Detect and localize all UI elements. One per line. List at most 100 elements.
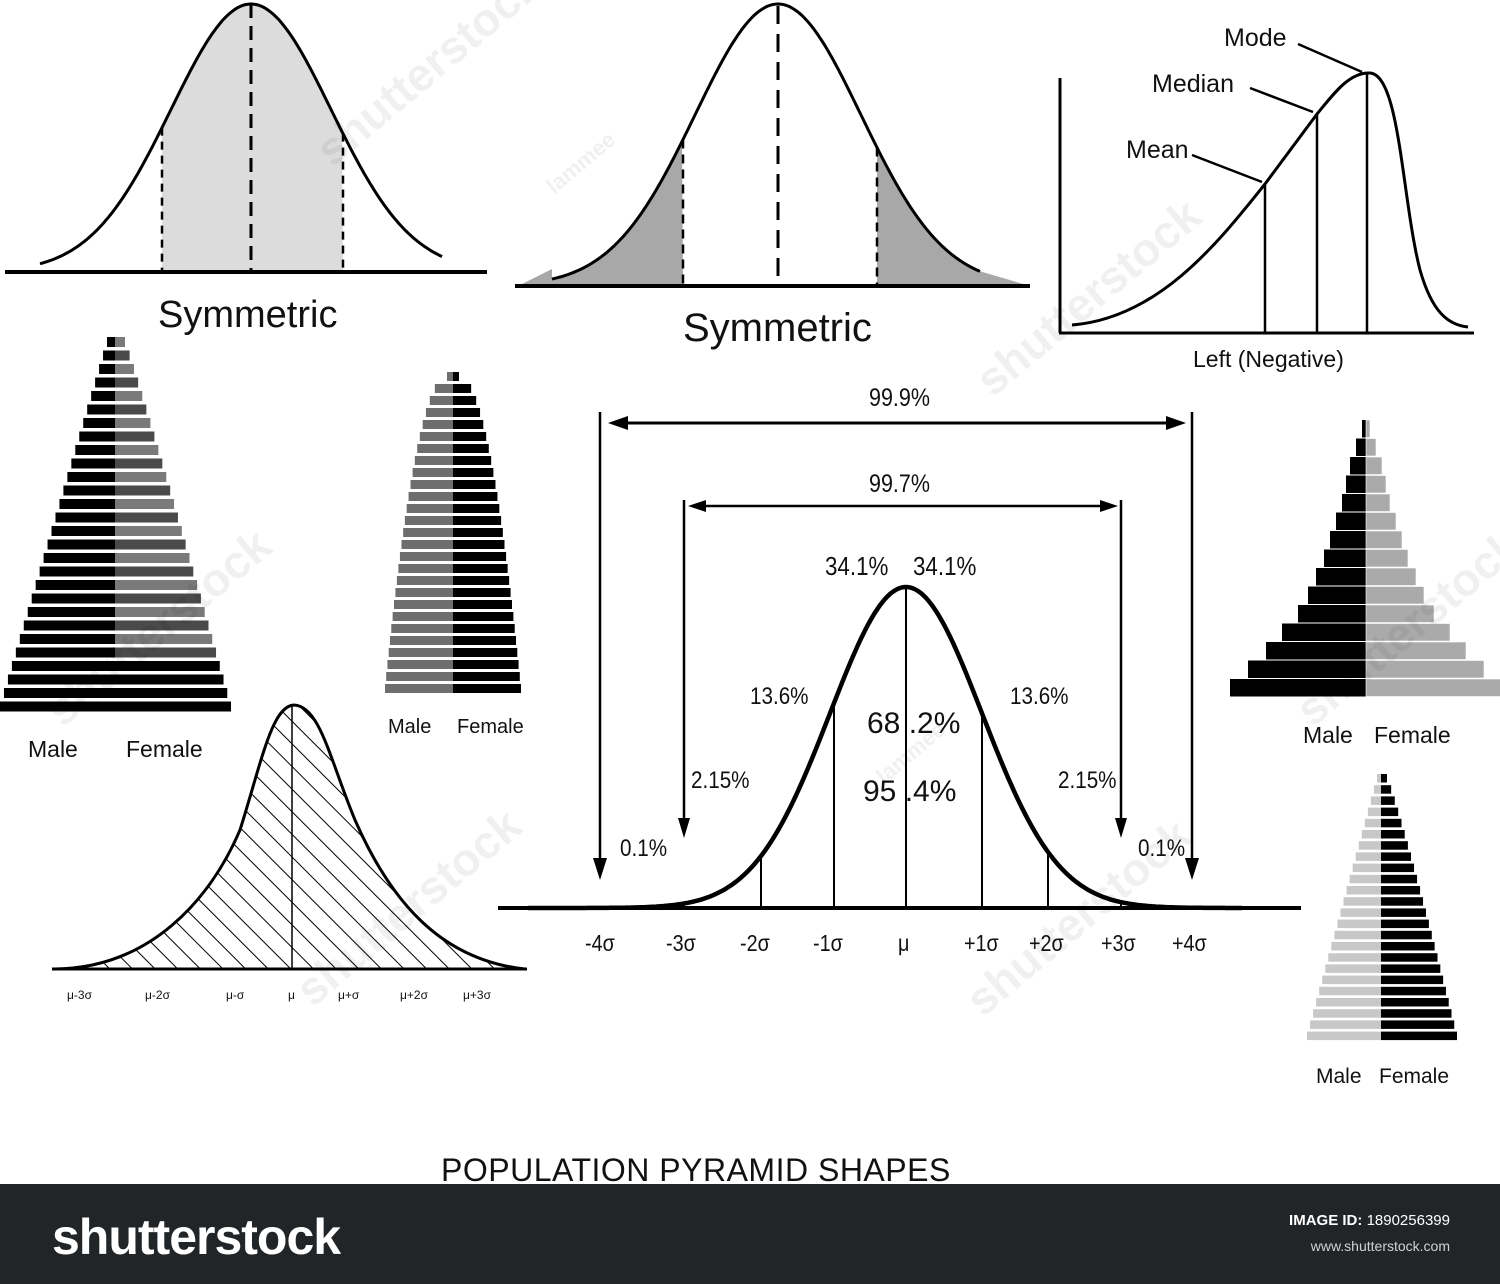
female-bar	[1381, 953, 1438, 962]
female-bar	[1365, 475, 1387, 494]
male-bar	[1340, 908, 1381, 917]
female-bar	[1365, 456, 1383, 475]
female-bar	[453, 432, 487, 441]
male-bar	[1356, 438, 1366, 456]
male-bar	[419, 432, 453, 441]
span-997-right-head	[1100, 500, 1118, 512]
male-bar	[396, 576, 453, 585]
male-bar	[1298, 605, 1366, 623]
small-tick-label: μ-σ	[226, 988, 245, 1002]
male-bar	[389, 636, 453, 645]
male-bar	[0, 701, 115, 712]
male-bar	[19, 634, 115, 644]
male-bar	[387, 660, 453, 669]
right-215-pct: 2.15%	[1058, 767, 1117, 794]
male-bar	[1330, 531, 1366, 549]
span-997-label: 99.7%	[869, 470, 930, 498]
inner-right-arrowhead	[1115, 818, 1127, 838]
image-id: IMAGE ID: 1890256399	[1289, 1212, 1450, 1229]
bell-curve	[551, 2, 981, 281]
female-bar	[453, 636, 517, 645]
male-bar	[1307, 1031, 1381, 1041]
male-bar	[31, 593, 115, 604]
male-bar	[406, 504, 453, 513]
span-999-right-head	[1166, 416, 1186, 430]
female-bar	[453, 408, 481, 417]
mode-leader	[1297, 42, 1363, 74]
female-bar	[1365, 438, 1377, 457]
male-bar	[1310, 1020, 1381, 1029]
male-bar	[7, 674, 115, 685]
female-bar	[115, 647, 217, 658]
symmetric-title-left: Symmetric	[158, 294, 338, 336]
female-bar	[1381, 874, 1418, 884]
male-bar	[3, 688, 116, 698]
female-bar	[115, 418, 151, 428]
male-bar	[1322, 975, 1381, 985]
male-bar	[1358, 841, 1381, 850]
male-bar	[1331, 942, 1381, 951]
female-bar	[115, 526, 182, 536]
inner-left-arrowhead	[678, 818, 690, 838]
sigma-tick-label: +1σ	[964, 930, 999, 956]
female-bar	[115, 512, 178, 523]
female-bar	[1381, 975, 1444, 985]
male-bar	[391, 624, 453, 633]
skewed-curve	[1071, 71, 1469, 329]
male-bar	[15, 647, 115, 658]
small-tick-label: μ+σ	[338, 988, 360, 1002]
female-bar	[453, 552, 507, 561]
sigma-tick-label: -4σ	[585, 930, 615, 956]
hatched-curve	[54, 703, 526, 971]
median-label: Median	[1152, 70, 1234, 98]
male-bar	[434, 384, 453, 393]
male-bar	[83, 418, 115, 428]
female-bar	[1381, 807, 1399, 817]
span-999-left-head	[608, 416, 628, 430]
symmetric-title-middle: Symmetric	[683, 306, 872, 350]
female-bar	[1365, 660, 1485, 679]
female-bar	[453, 528, 503, 537]
male-bar	[1355, 852, 1381, 861]
male-bar	[1313, 1009, 1381, 1018]
male-bar	[75, 445, 115, 455]
female-bar	[1381, 1009, 1452, 1018]
small-tick-label: μ+2σ	[400, 988, 429, 1002]
female-bar	[1365, 604, 1435, 623]
male-bar	[95, 377, 115, 388]
male-bar	[1324, 549, 1366, 567]
male-bar	[87, 404, 115, 415]
female-bar	[115, 634, 213, 644]
image-id-label: IMAGE ID:	[1289, 1212, 1363, 1229]
female-bar	[1381, 1031, 1457, 1041]
male-bar	[398, 564, 453, 573]
pyramid4-male-label: Male	[1316, 1065, 1362, 1088]
left-skew-curve	[1058, 42, 1474, 335]
sigma-tick-label: μ	[898, 930, 910, 956]
male-bar	[388, 648, 453, 657]
male-bar	[1367, 807, 1381, 817]
female-bar	[1365, 493, 1391, 512]
male-bar	[71, 458, 115, 469]
pyramid2-female-label: Female	[457, 716, 524, 738]
population-pyramid-constrictive	[385, 372, 521, 693]
female-bar	[115, 337, 125, 347]
female-bar	[453, 684, 521, 693]
sigma-tick-label: -3σ	[666, 930, 696, 956]
female-bar	[115, 580, 198, 590]
image-id-value: 1890256399	[1366, 1212, 1450, 1229]
female-bar	[1365, 549, 1409, 568]
male-bar	[414, 456, 453, 465]
male-bar	[107, 337, 115, 347]
female-bar	[453, 492, 498, 501]
outer-right-arrowhead	[1185, 858, 1199, 880]
pct-954-label: 95 .4%	[863, 775, 957, 808]
female-bar	[115, 472, 167, 482]
big-normal-distribution-curve	[498, 412, 1301, 911]
right-tail-shaded	[877, 147, 1030, 286]
male-bar	[1343, 897, 1381, 906]
male-bar	[399, 552, 453, 561]
male-bar	[1336, 512, 1366, 530]
female-bar	[1381, 919, 1429, 929]
